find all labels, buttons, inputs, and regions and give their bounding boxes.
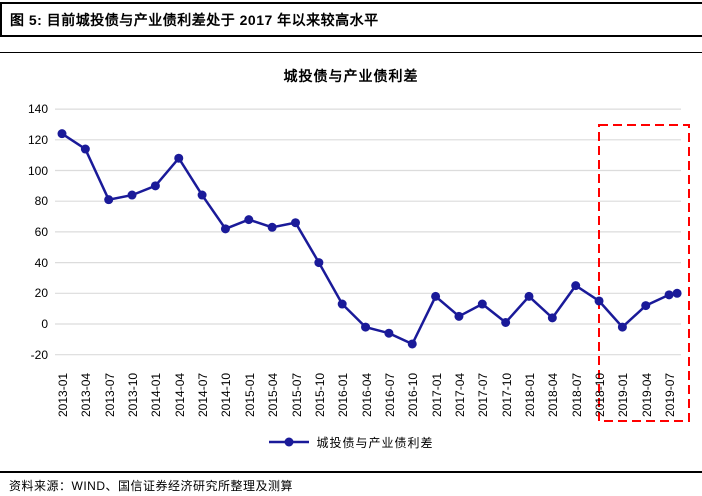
data-point bbox=[617, 322, 627, 332]
gridlines bbox=[55, 108, 681, 356]
data-point bbox=[127, 190, 137, 200]
data-point bbox=[594, 296, 604, 306]
data-point bbox=[454, 311, 464, 321]
data-point bbox=[664, 290, 674, 300]
x-tick-label: 2013-04 bbox=[79, 372, 94, 417]
x-tick-label: 2016-10 bbox=[406, 372, 421, 417]
x-tick-label: 2015-04 bbox=[266, 372, 281, 417]
legend: 城投债与产业债利差 bbox=[0, 434, 702, 450]
x-tick-label: 2017-10 bbox=[499, 372, 514, 417]
source-note: 资料来源：WIND、国信证券经济研究所整理及测算 bbox=[9, 479, 293, 493]
data-point bbox=[361, 322, 371, 332]
x-tick-label: 2018-07 bbox=[569, 372, 584, 417]
y-tick-label: -20 bbox=[30, 347, 48, 362]
x-tick-label: 2015-01 bbox=[242, 372, 257, 417]
y-tick-label: 40 bbox=[34, 255, 48, 270]
highlight-dashed-box bbox=[598, 124, 690, 422]
data-point bbox=[220, 224, 230, 234]
x-tick-label: 2018-10 bbox=[593, 372, 608, 417]
figure-title: 图 5: 目前城投债与产业债利差处于 2017 年以来较高水平 bbox=[10, 11, 379, 28]
data-point bbox=[431, 291, 441, 301]
data-point bbox=[337, 299, 347, 309]
x-tick-label: 2014-01 bbox=[149, 372, 164, 417]
x-tick-label: 2015-07 bbox=[289, 372, 304, 417]
x-tick-label: 2019-07 bbox=[663, 372, 678, 417]
data-point bbox=[314, 258, 324, 268]
x-tick-label: 2013-07 bbox=[102, 372, 117, 417]
x-tick-label: 2014-07 bbox=[196, 372, 211, 417]
header-divider bbox=[0, 52, 702, 53]
x-tick-label: 2017-07 bbox=[476, 372, 491, 417]
y-tick-label: 0 bbox=[41, 317, 48, 331]
y-tick-label: 120 bbox=[27, 132, 48, 147]
y-tick-label: 60 bbox=[34, 224, 48, 239]
x-tick-label: 2016-04 bbox=[359, 372, 374, 417]
x-tick-label: 2013-01 bbox=[56, 372, 70, 417]
y-tick-label: 100 bbox=[27, 163, 48, 178]
y-tick-label: 140 bbox=[27, 102, 48, 117]
x-tick-label: 2018-01 bbox=[523, 372, 537, 417]
x-tick-label: 2017-04 bbox=[452, 372, 467, 417]
x-tick-label: 2014-04 bbox=[172, 372, 187, 417]
x-tick-label: 2017-01 bbox=[429, 372, 444, 417]
y-tick-label: 20 bbox=[34, 286, 48, 301]
x-tick-label: 2019-04 bbox=[639, 372, 654, 417]
y-tick-label: 80 bbox=[34, 194, 48, 209]
data-point bbox=[291, 218, 300, 228]
data-point bbox=[197, 190, 207, 200]
data-point bbox=[244, 215, 254, 225]
footer-divider bbox=[0, 471, 702, 473]
data-point bbox=[477, 299, 487, 309]
x-tick-label: 2016-01 bbox=[336, 372, 351, 417]
x-tick-label: 2018-04 bbox=[546, 372, 561, 417]
data-point bbox=[174, 153, 184, 163]
x-tick-label: 2015-10 bbox=[312, 372, 327, 417]
legend-label: 城投债与产业债利差 bbox=[316, 435, 434, 450]
x-tick-label: 2019-01 bbox=[616, 372, 631, 417]
data-point bbox=[547, 313, 557, 323]
data-point bbox=[267, 222, 277, 232]
data-point bbox=[104, 195, 114, 205]
x-tick-label: 2014-10 bbox=[219, 372, 234, 417]
data-point bbox=[571, 281, 581, 291]
x-tick-label: 2013-10 bbox=[126, 372, 141, 417]
series-line bbox=[61, 132, 678, 346]
x-tick-label: 2016-07 bbox=[382, 372, 397, 417]
data-point bbox=[672, 288, 682, 298]
legend-line-marker-icon bbox=[269, 437, 310, 447]
data-point bbox=[57, 129, 67, 139]
data-point bbox=[384, 328, 394, 338]
chart-title: 城投债与产业债利差 bbox=[283, 68, 419, 84]
data-point bbox=[407, 339, 417, 349]
data-point bbox=[641, 301, 651, 311]
series-markers bbox=[57, 129, 682, 349]
figure-title-bar: 图 5: 目前城投债与产业债利差处于 2017 年以来较高水平 bbox=[0, 2, 702, 37]
data-point bbox=[80, 144, 90, 154]
data-point bbox=[150, 181, 160, 191]
data-point bbox=[501, 317, 511, 327]
data-point bbox=[524, 291, 534, 301]
